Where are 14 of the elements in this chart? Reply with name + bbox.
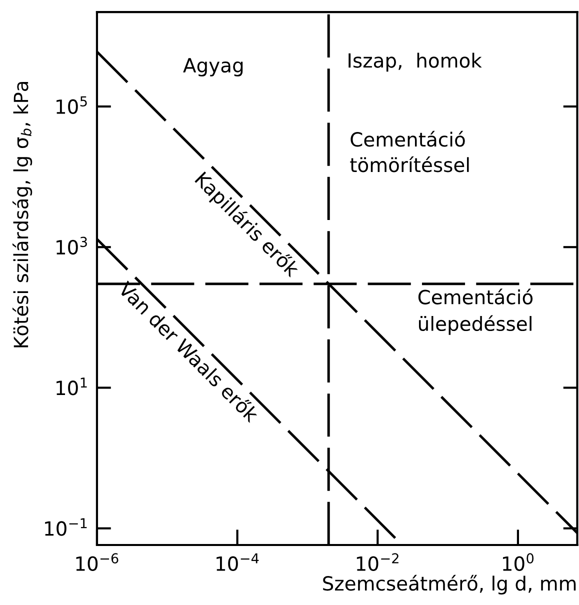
y-tick-label: 10$^{3}$ <box>56 236 87 255</box>
x-tick-label: 10$^{−6}$ <box>76 553 118 571</box>
y-tick-label: 10$^{1}$ <box>56 378 87 396</box>
x-tick-label: 10$^{0}$ <box>502 553 534 571</box>
y-tick-label: 10$^{5}$ <box>56 96 87 114</box>
annotation: Cementáció ülepedéssel <box>418 288 533 335</box>
y-axis-title: Kötési szilárdság, lg σ$_{b}$, kPa <box>12 82 32 348</box>
annotation: Cementáció tömörítéssel <box>350 130 469 172</box>
x-tick-label: 10$^{−2}$ <box>356 553 398 571</box>
annotation: Agyag <box>183 58 243 76</box>
annotation: Iszap, homok <box>348 52 482 72</box>
y-tick-label: 10$^{−1}$ <box>45 518 87 536</box>
x-axis-title: Szemcseátmérő, lg d, mm <box>323 574 576 595</box>
x-tick-label: 10$^{−4}$ <box>216 553 259 572</box>
